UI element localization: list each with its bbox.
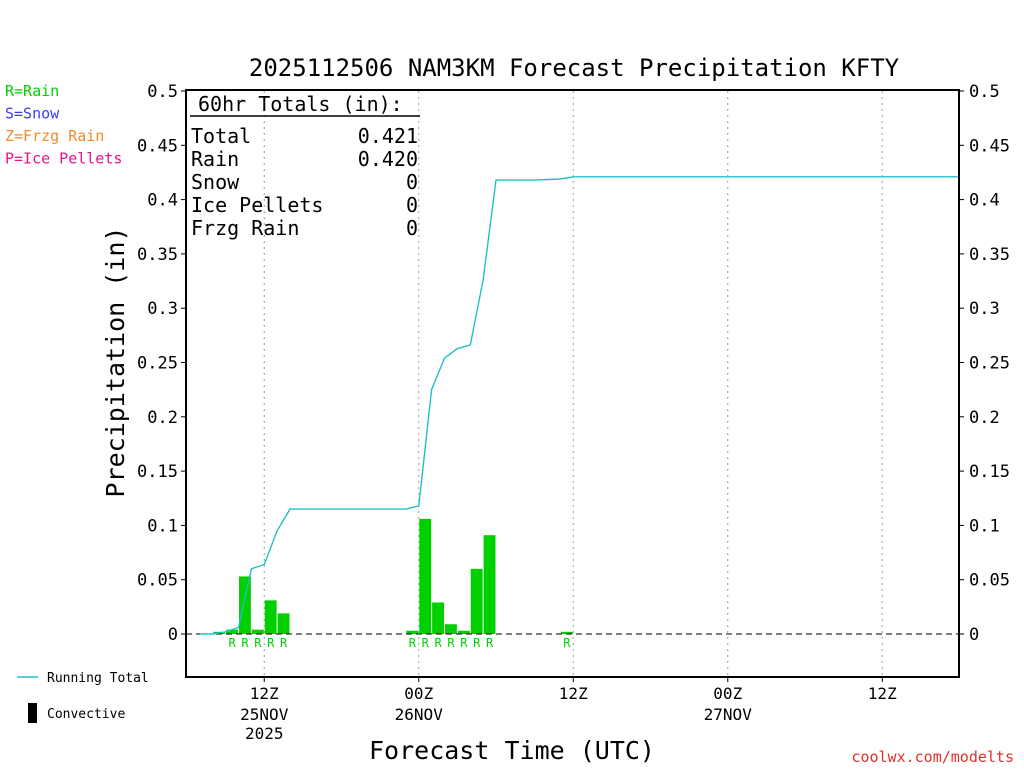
precip-bar xyxy=(560,631,573,634)
y-tick-label-right: 0.35 xyxy=(969,245,1010,265)
precip-type-key: P=Ice Pellets xyxy=(5,150,122,168)
y-tick-label-left: 0.45 xyxy=(137,136,178,156)
y-tick-label-right: 0.15 xyxy=(969,462,1010,482)
precip-type-label: R xyxy=(267,636,275,650)
precip-type-label: R xyxy=(563,636,571,650)
x-tick-date: 25NOV xyxy=(240,705,289,724)
y-tick-label-right: 0.45 xyxy=(969,136,1010,156)
y-tick-label-right: 0 xyxy=(969,625,979,645)
precip-bar xyxy=(432,602,444,634)
x-tick-label: 12Z xyxy=(868,684,897,703)
totals-heading: 60hr Totals (in): xyxy=(198,92,403,116)
legend-convective-swatch xyxy=(28,703,37,723)
precip-type-label: R xyxy=(254,636,262,650)
totals-row-value: 0.420 xyxy=(358,147,418,171)
x-tick-label: 12Z xyxy=(250,684,279,703)
totals-row-value: 0.421 xyxy=(358,124,418,148)
precip-type-label: R xyxy=(434,636,442,650)
precip-bar xyxy=(264,600,277,634)
precip-bar xyxy=(277,613,290,634)
totals-row-label: Total xyxy=(191,124,251,148)
precip-type-label: R xyxy=(473,636,481,650)
chart-title: 2025112506 NAM3KM Forecast Precipitation… xyxy=(249,54,900,82)
legend-convective-label: Convective xyxy=(47,707,125,722)
precip-bar xyxy=(406,630,419,634)
y-tick-label-left: 0.4 xyxy=(147,191,178,211)
y-tick-label-right: 0.5 xyxy=(969,82,1000,102)
precip-type-label: R xyxy=(447,636,455,650)
y-tick-label-left: 0.05 xyxy=(137,571,178,591)
precip-type-label: R xyxy=(228,636,236,650)
precip-bar xyxy=(470,568,483,634)
y-tick-label-right: 0.3 xyxy=(969,299,1000,319)
x-tick-year: 2025 xyxy=(245,724,284,743)
legend-running-total-label: Running Total xyxy=(47,671,149,686)
y-tick-label-right: 0.25 xyxy=(969,354,1010,374)
precip-type-label: R xyxy=(486,636,494,650)
totals-row-label: Ice Pellets xyxy=(191,193,323,217)
totals-row-label: Frzg Rain xyxy=(191,216,299,240)
totals-row-value: 0 xyxy=(406,193,418,217)
x-tick-date: 26NOV xyxy=(395,705,444,724)
totals-row-value: 0 xyxy=(406,216,418,240)
totals-row-label: Rain xyxy=(191,147,239,171)
precip-bar xyxy=(251,629,264,634)
y-tick-label-right: 0.2 xyxy=(969,408,1000,428)
plot-frame xyxy=(185,89,960,678)
precip-type-key: S=Snow xyxy=(5,105,60,123)
y-tick-label-left: 0 xyxy=(168,625,178,645)
running-total-line xyxy=(199,176,960,635)
precip-bar xyxy=(445,624,457,634)
x-tick-date: 27NOV xyxy=(704,705,753,724)
y-tick-label-left: 0.3 xyxy=(147,299,178,319)
precip-type-label: R xyxy=(460,636,468,650)
x-tick-label: 12Z xyxy=(559,684,588,703)
precip-bar xyxy=(226,629,238,634)
totals-row-value: 0 xyxy=(406,170,418,194)
y-tick-label-right: 0.1 xyxy=(969,516,1000,536)
y-tick-label-left: 0.35 xyxy=(137,245,178,265)
x-axis-label: Forecast Time (UTC) xyxy=(369,736,655,765)
precip-type-key: R=Rain xyxy=(5,82,59,100)
precip-bar xyxy=(483,535,496,634)
precip-type-label: R xyxy=(409,636,417,650)
precip-type-label: R xyxy=(422,636,430,650)
precip-type-label: R xyxy=(280,636,288,650)
y-tick-label-left: 0.2 xyxy=(147,408,178,428)
precip-bar xyxy=(457,630,470,634)
precip-bar xyxy=(239,576,251,634)
totals-row-label: Snow xyxy=(191,170,240,194)
credit-text: coolwx.com/modelts xyxy=(851,748,1014,766)
y-tick-label-left: 0.5 xyxy=(147,82,178,102)
precip-type-label: R xyxy=(241,636,249,650)
x-tick-label: 00Z xyxy=(404,684,433,703)
y-axis-label: Precipitation (in) xyxy=(101,227,130,498)
y-tick-label-left: 0.25 xyxy=(137,354,178,374)
precip-type-key: Z=Frzg Rain xyxy=(5,127,104,145)
precip-bar xyxy=(419,518,432,634)
y-tick-label-left: 0.15 xyxy=(137,462,178,482)
y-tick-label-right: 0.4 xyxy=(969,191,1000,211)
y-tick-label-right: 0.05 xyxy=(969,571,1010,591)
x-tick-label: 00Z xyxy=(713,684,742,703)
y-tick-label-left: 0.1 xyxy=(147,516,178,536)
